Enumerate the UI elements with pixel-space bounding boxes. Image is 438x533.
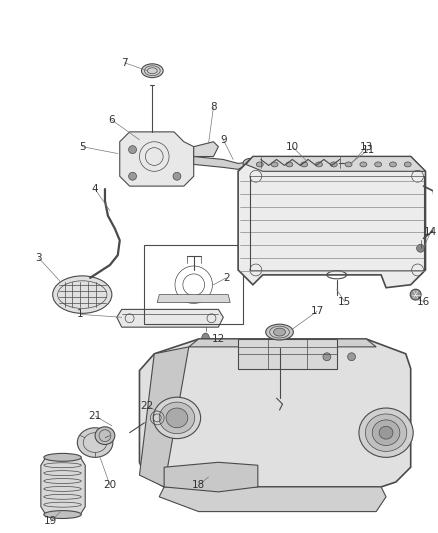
Polygon shape <box>194 157 253 169</box>
Text: 9: 9 <box>220 135 226 145</box>
Polygon shape <box>120 132 194 186</box>
Ellipse shape <box>53 276 112 313</box>
Text: 15: 15 <box>338 296 351 306</box>
Ellipse shape <box>129 146 137 154</box>
Polygon shape <box>189 339 376 347</box>
Text: 5: 5 <box>79 142 85 152</box>
Text: 7: 7 <box>121 58 128 68</box>
Polygon shape <box>117 309 223 327</box>
Ellipse shape <box>44 454 81 461</box>
Polygon shape <box>157 295 230 303</box>
Text: 14: 14 <box>424 228 437 238</box>
Polygon shape <box>159 487 386 512</box>
Polygon shape <box>139 339 411 487</box>
Text: 17: 17 <box>311 306 324 317</box>
Text: 13: 13 <box>360 142 373 152</box>
Text: 21: 21 <box>88 411 102 421</box>
Text: 18: 18 <box>192 480 205 490</box>
Text: 8: 8 <box>210 102 217 112</box>
Ellipse shape <box>379 426 393 439</box>
Text: 10: 10 <box>286 142 299 152</box>
Polygon shape <box>246 157 425 171</box>
Polygon shape <box>238 157 425 288</box>
Ellipse shape <box>365 414 407 451</box>
Text: 19: 19 <box>44 516 57 527</box>
Ellipse shape <box>173 172 181 180</box>
Ellipse shape <box>129 172 137 180</box>
Ellipse shape <box>359 408 413 457</box>
Ellipse shape <box>95 427 115 445</box>
Text: 2: 2 <box>223 273 230 283</box>
Ellipse shape <box>360 162 367 167</box>
Text: 11: 11 <box>362 144 375 155</box>
Text: 3: 3 <box>35 253 42 263</box>
Ellipse shape <box>159 402 195 434</box>
Text: 20: 20 <box>103 480 117 490</box>
Ellipse shape <box>44 511 81 519</box>
Text: 16: 16 <box>417 296 430 306</box>
Ellipse shape <box>323 353 331 361</box>
Polygon shape <box>194 142 219 157</box>
Text: 4: 4 <box>92 184 99 194</box>
Ellipse shape <box>271 162 278 167</box>
Ellipse shape <box>243 158 257 168</box>
Ellipse shape <box>286 162 293 167</box>
Ellipse shape <box>330 162 337 167</box>
Ellipse shape <box>372 420 400 446</box>
Text: 6: 6 <box>109 115 115 125</box>
Ellipse shape <box>201 333 209 345</box>
Ellipse shape <box>256 162 263 167</box>
Ellipse shape <box>345 162 352 167</box>
Polygon shape <box>139 347 189 487</box>
Ellipse shape <box>166 408 188 428</box>
Ellipse shape <box>153 397 201 439</box>
Ellipse shape <box>315 162 322 167</box>
Text: 22: 22 <box>141 401 154 411</box>
Text: 12: 12 <box>212 334 225 344</box>
Ellipse shape <box>348 353 356 361</box>
Polygon shape <box>41 457 85 514</box>
Bar <box>145 245 243 324</box>
Ellipse shape <box>141 64 163 78</box>
Text: 1: 1 <box>77 309 84 319</box>
Ellipse shape <box>417 244 424 252</box>
Polygon shape <box>164 462 258 492</box>
Ellipse shape <box>389 162 396 167</box>
Ellipse shape <box>274 328 286 336</box>
Ellipse shape <box>266 324 293 340</box>
Bar <box>238 339 337 369</box>
Ellipse shape <box>410 289 421 300</box>
Ellipse shape <box>374 162 381 167</box>
Ellipse shape <box>404 162 411 167</box>
Ellipse shape <box>78 428 113 457</box>
Ellipse shape <box>301 162 307 167</box>
